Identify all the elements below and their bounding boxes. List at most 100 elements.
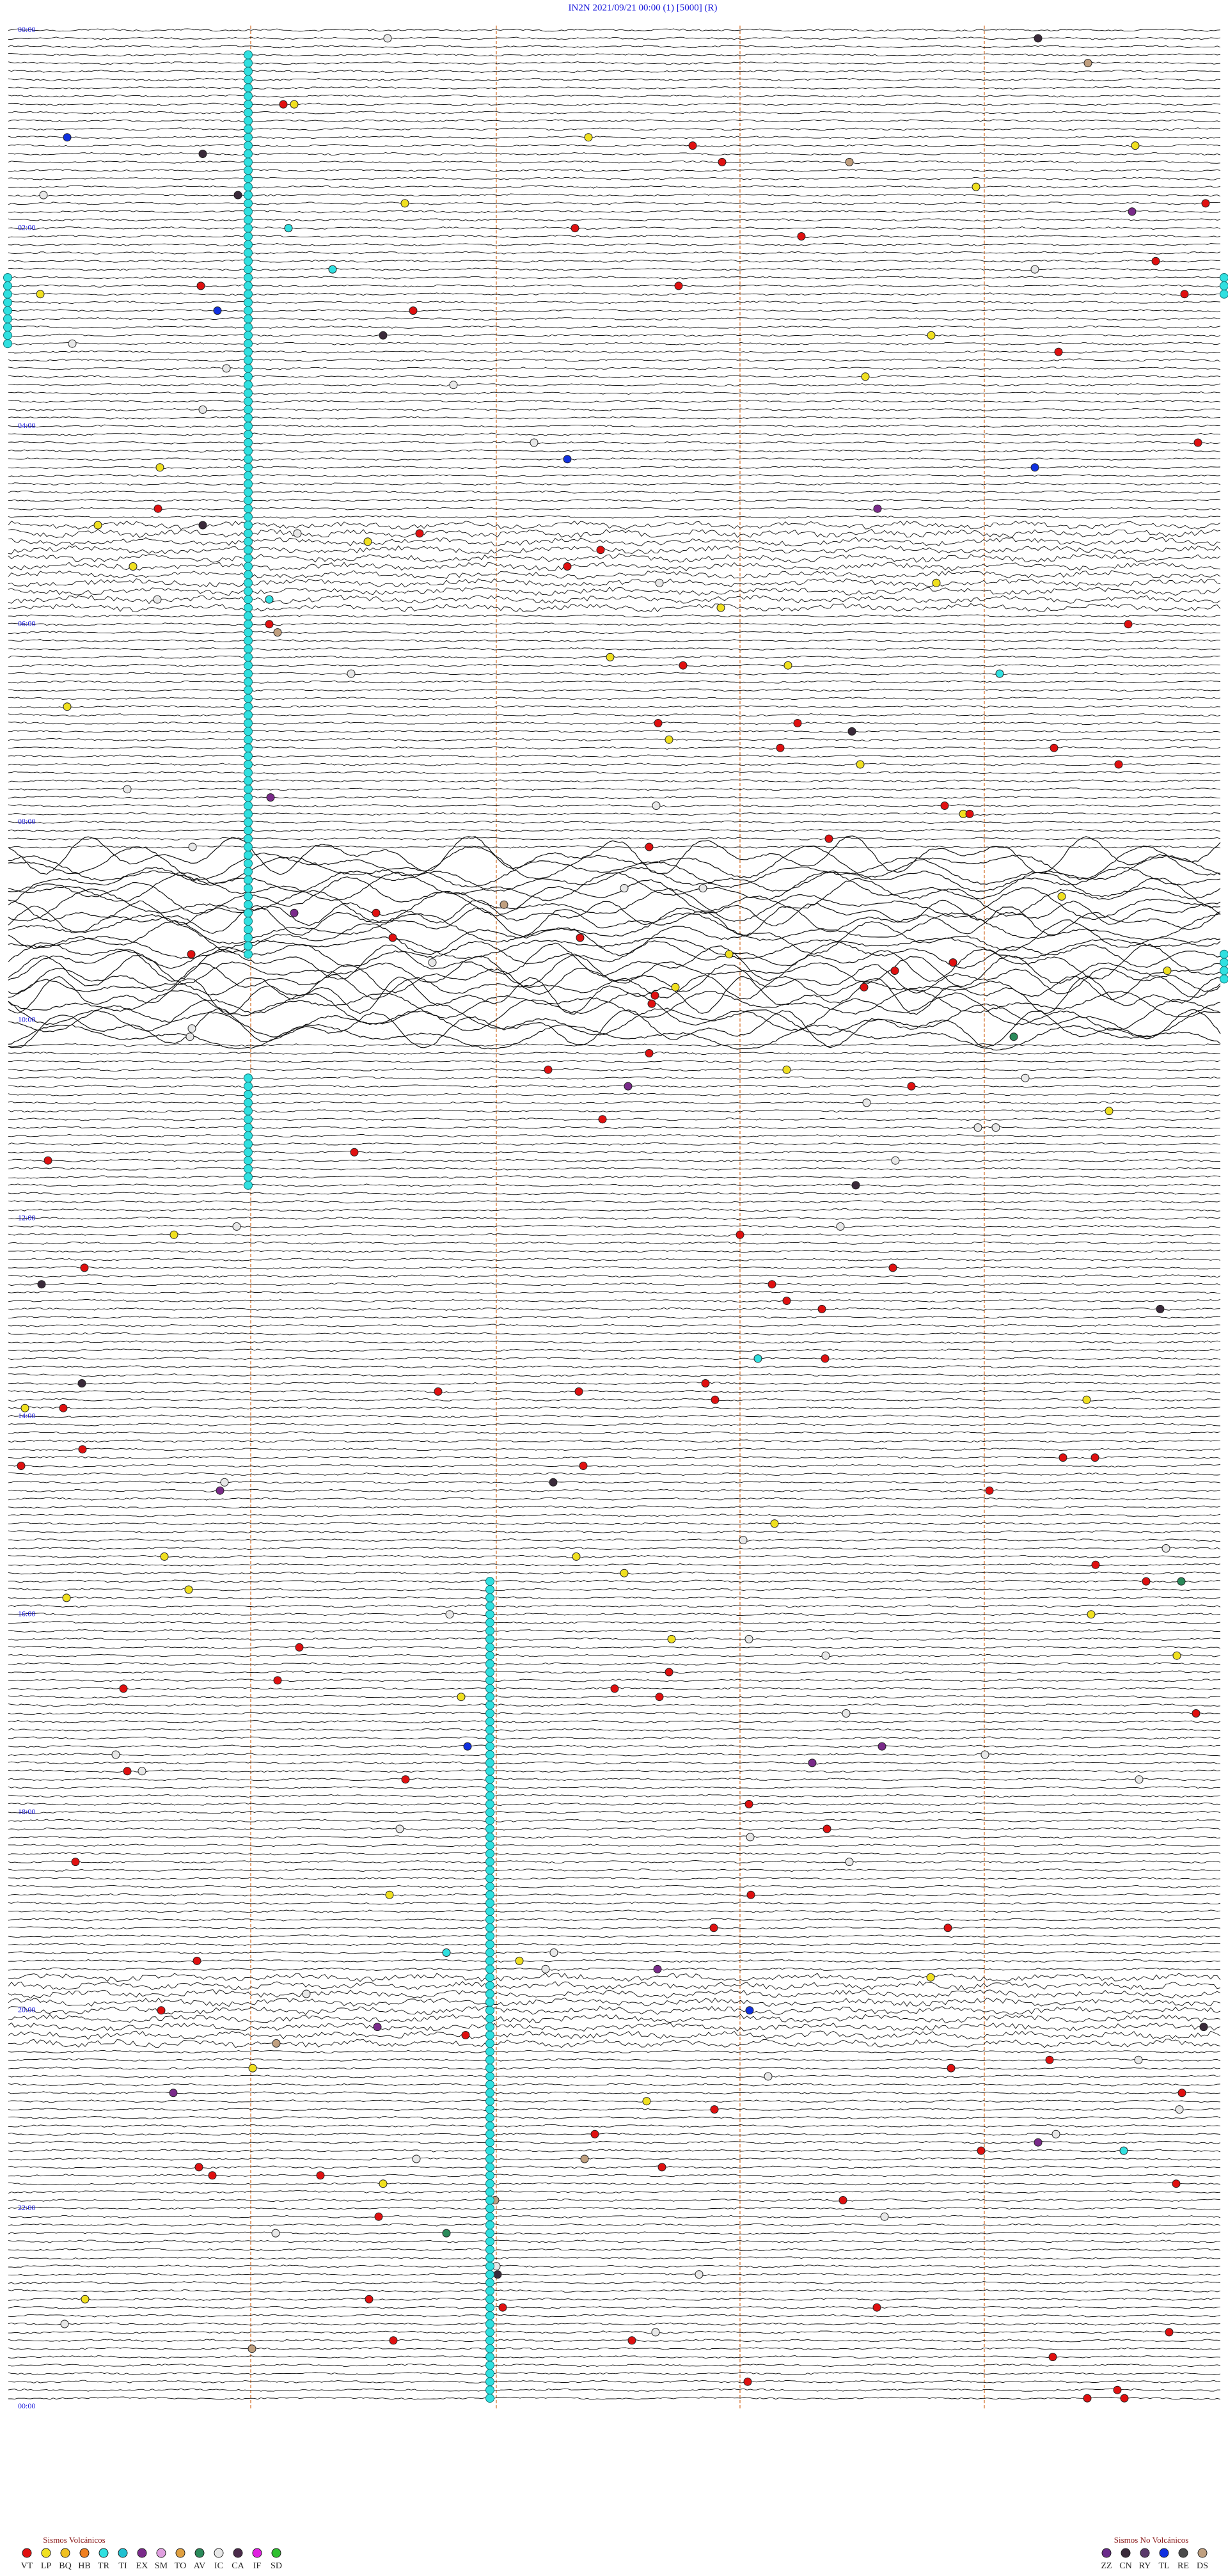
trace: [8, 1007, 1221, 1048]
tremor-marker: [485, 1668, 494, 1677]
tremor-marker: [485, 2162, 494, 2172]
tremor-marker: [244, 149, 253, 159]
event-marker: [169, 2089, 178, 2098]
event-marker: [620, 1569, 629, 1577]
trace: [8, 940, 1221, 969]
event-marker: [196, 281, 205, 290]
event-marker: [580, 2154, 589, 2163]
tremor-marker: [244, 289, 253, 299]
event-marker: [216, 1486, 224, 1495]
event-marker: [1057, 892, 1066, 901]
tremor-marker: [244, 108, 253, 117]
tremor-marker: [485, 1907, 494, 1916]
tremor-marker: [244, 949, 253, 959]
trace: [8, 2091, 1221, 2095]
trace: [8, 201, 1221, 205]
trace: [8, 1679, 1221, 1682]
trace: [8, 2132, 1221, 2136]
tremor-marker: [485, 2080, 494, 2089]
trace: [8, 1464, 1221, 1468]
tremor-marker: [485, 2179, 494, 2188]
legend-swatch: [1197, 2548, 1208, 2558]
event-marker: [213, 306, 222, 315]
event-marker: [93, 521, 102, 530]
tremor-marker: [244, 611, 253, 620]
event-marker: [1082, 1395, 1091, 1404]
tremor-marker: [244, 487, 253, 497]
trace: [8, 942, 1221, 982]
event-marker: [927, 331, 936, 340]
event-marker: [652, 802, 661, 810]
trace: [8, 1973, 1221, 1982]
trace: [8, 2066, 1221, 2070]
trace: [8, 887, 1221, 923]
trace: [8, 1810, 1221, 1814]
tremor-marker: [485, 1840, 494, 1850]
trace: [8, 1505, 1221, 1509]
event-marker: [590, 2130, 599, 2138]
trace: [8, 457, 1221, 461]
trace: [8, 1980, 1221, 1991]
trace: [8, 1637, 1221, 1641]
tremor-marker: [244, 356, 253, 365]
event-marker: [1054, 347, 1063, 356]
trace: [8, 1283, 1221, 1286]
trace: [8, 1950, 1221, 1955]
tremor-marker: [244, 215, 253, 225]
legend-code: EX: [136, 2561, 148, 2571]
trace: [8, 1406, 1221, 1410]
trace: [8, 251, 1221, 255]
trace: [8, 2108, 1220, 2112]
tremor-marker: [244, 248, 253, 258]
tremor-marker: [244, 100, 253, 109]
tremor-marker: [485, 1634, 494, 1644]
trace: [8, 845, 1221, 849]
event-marker: [208, 2171, 217, 2180]
trace: [8, 1258, 1221, 1261]
legend-swatch: [41, 2548, 51, 2558]
trace: [8, 1802, 1221, 1806]
tremor-marker: [244, 850, 253, 860]
event-marker: [1119, 2146, 1128, 2155]
trace: [8, 1530, 1221, 1534]
trace: [8, 1926, 1221, 1930]
legend-swatch: [1121, 2548, 1131, 2558]
event-marker: [943, 1924, 952, 1932]
event-marker: [80, 1263, 89, 1272]
trace: [8, 1389, 1221, 1393]
tremor-marker: [485, 2146, 494, 2156]
event-marker: [1034, 34, 1043, 43]
event-marker: [17, 1462, 26, 1470]
event-marker: [701, 1379, 710, 1387]
trace: [8, 1158, 1221, 1162]
tremor-marker: [244, 372, 253, 381]
event-marker: [620, 884, 629, 892]
event-marker: [716, 603, 725, 612]
event-marker: [650, 991, 659, 1000]
event-marker: [718, 157, 727, 166]
event-marker: [412, 2154, 421, 2163]
tremor-marker: [485, 2113, 494, 2122]
tremor-marker: [244, 685, 253, 695]
tremor-marker: [485, 2055, 494, 2065]
trace: [8, 185, 1221, 189]
trace: [8, 61, 1221, 65]
event-marker: [350, 1148, 359, 1157]
event-marker: [62, 1593, 71, 1602]
trace: [8, 2074, 1221, 2078]
trace: [8, 1472, 1221, 1476]
tremor-marker: [244, 182, 253, 192]
event-marker: [856, 760, 865, 769]
event-markers: [3, 34, 1228, 2403]
event-marker: [1156, 1304, 1165, 1313]
event-marker: [185, 1032, 194, 1041]
trace: [8, 537, 1221, 546]
trace: [8, 622, 1221, 626]
event-marker: [415, 529, 424, 538]
tremor-marker: [244, 174, 253, 184]
trace: [8, 2030, 1221, 2040]
trace: [8, 2005, 1221, 2016]
event-marker: [1120, 2394, 1129, 2403]
event-marker: [273, 1676, 282, 1685]
event-marker: [995, 669, 1004, 678]
